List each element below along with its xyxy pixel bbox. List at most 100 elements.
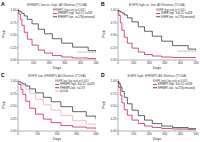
plot-area	[18, 81, 96, 128]
x-tick-label: 200	[47, 61, 52, 65]
panel: 01002003004000.000.250.500.751.00CEGFR l…	[1, 72, 99, 141]
y-tick-label: 1.00	[111, 8, 117, 12]
y-axis-label: Prob	[2, 101, 6, 108]
y-tick	[17, 35, 18, 36]
x-axis-line	[118, 60, 196, 61]
legend: EGFR (log-rank p<0.001)EGFR high S=0.11,…	[156, 8, 195, 19]
legend-swatch	[55, 87, 59, 88]
x-tick-label: 100	[131, 132, 136, 136]
y-tick	[117, 131, 118, 132]
x-tick-label: 500	[193, 61, 198, 65]
y-tick-label: 0.25	[11, 117, 17, 121]
legend-swatch	[53, 16, 57, 17]
legend-entry: EGFR low n=173(censored)	[161, 15, 195, 19]
x-tick-label: 0	[17, 132, 19, 136]
y-tick-label: 0.50	[11, 104, 17, 108]
plot-area	[118, 10, 196, 57]
legend-swatch	[156, 13, 160, 14]
plot-area	[118, 81, 196, 129]
x-tick-label: 200	[54, 132, 59, 136]
km-curve	[18, 81, 96, 128]
panel-label: D	[101, 72, 105, 78]
x-axis-label: Days	[53, 66, 61, 70]
panel: 01002003004005000.000.250.500.751.00DEGF…	[101, 72, 199, 141]
y-axis-line	[18, 79, 19, 131]
y-tick-label: 0.00	[111, 129, 117, 133]
x-axis-line	[18, 60, 96, 61]
y-tick-label: 0.00	[11, 58, 17, 62]
x-axis-label: Days	[53, 137, 61, 141]
km-curve	[118, 81, 196, 129]
x-tick-label: 500	[193, 132, 198, 136]
y-tick	[117, 93, 118, 94]
x-tick-label: 300	[162, 61, 167, 65]
y-tick	[17, 47, 18, 48]
y-tick-label: 0.25	[11, 46, 17, 50]
y-tick-label: 0.50	[11, 33, 17, 37]
legend-swatch	[53, 13, 57, 14]
y-tick	[17, 131, 18, 132]
x-tick-label: 400	[178, 61, 183, 65]
x-tick-label: 300	[162, 132, 167, 136]
panel-label: A	[1, 1, 5, 7]
y-tick	[17, 93, 18, 94]
title: EGFR high, EFEMP1 All Gliomas (TCGA)	[128, 74, 187, 78]
y-tick	[117, 81, 118, 82]
x-tick-label: 0	[117, 61, 119, 65]
y-tick	[17, 118, 18, 119]
x-tick-label: 0	[17, 61, 19, 65]
y-tick-label: 1.00	[11, 79, 17, 83]
legend: EGFR high (log-rank p<0.001)EFEMP1 high …	[153, 79, 195, 90]
legend-entry: p<0.ok	[60, 89, 69, 93]
legend-swatch	[55, 91, 59, 92]
x-axis-line	[118, 131, 196, 132]
x-tick-label: 400	[93, 132, 98, 136]
legend-swatch	[55, 84, 59, 85]
title: EFEMP1 low vs. high, All Gliomas (TCGA)	[27, 3, 87, 7]
x-axis-label: Days	[153, 137, 161, 141]
y-tick-label: 0.75	[11, 21, 17, 25]
y-tick-label: 0.25	[111, 117, 117, 121]
chart-root: 0 100 200 300 400 500 0.00 0.25 0.50 0.75 1.00 A EFE…	[0, 0, 200, 142]
y-tick	[17, 60, 18, 61]
legend-entry: EFEMP1 low n=173(censored)	[58, 15, 95, 19]
y-tick-label: 0.25	[111, 46, 117, 50]
km-curve	[118, 81, 196, 129]
y-tick-label: 0.75	[111, 21, 117, 25]
km-curve	[18, 10, 96, 52]
y-tick	[117, 60, 118, 61]
y-tick-label: 0.00	[111, 58, 117, 62]
panel-label: C	[1, 72, 5, 78]
km-curve	[18, 81, 96, 119]
y-tick	[117, 22, 118, 23]
km-curve	[18, 10, 96, 58]
y-axis-label: Prob	[102, 30, 106, 37]
y-axis-label: Prob	[2, 30, 6, 37]
panel: 01002003004005000.000.250.500.751.00AEFE…	[1, 1, 99, 70]
x-tick-label: 300	[62, 61, 67, 65]
y-tick	[17, 10, 18, 11]
y-axis-line	[118, 8, 119, 60]
y-tick-label: 0.00	[11, 129, 17, 133]
x-tick-label: 400	[78, 61, 83, 65]
y-tick-label: 1.00	[11, 8, 17, 12]
x-tick-label: 0	[117, 132, 119, 136]
plot-area	[18, 10, 96, 58]
y-tick	[17, 22, 18, 23]
y-tick	[117, 106, 118, 107]
title: EGFR low, EFEMP1 All Gliomas (TCGA)	[28, 74, 86, 78]
y-tick	[117, 10, 118, 11]
km-curve	[77, 52, 96, 53]
km-curve	[118, 10, 196, 51]
y-tick-label: 1.00	[111, 79, 117, 83]
panel: 01002003004005000.000.250.500.751.00BEGF…	[101, 1, 199, 70]
x-tick-label: 100	[131, 61, 136, 65]
x-tick-label: 200	[147, 132, 152, 136]
y-axis-label: Prob	[102, 101, 106, 108]
x-tick-label: 100	[35, 132, 40, 136]
title: EGFR high vs. low, All Gliomas (TCGA)	[129, 3, 185, 7]
y-axis-line	[118, 79, 119, 131]
legend-swatch	[153, 84, 157, 85]
legend-entry: EFEMP1 low n=173(censored)	[158, 86, 195, 90]
y-axis-line	[18, 8, 19, 60]
